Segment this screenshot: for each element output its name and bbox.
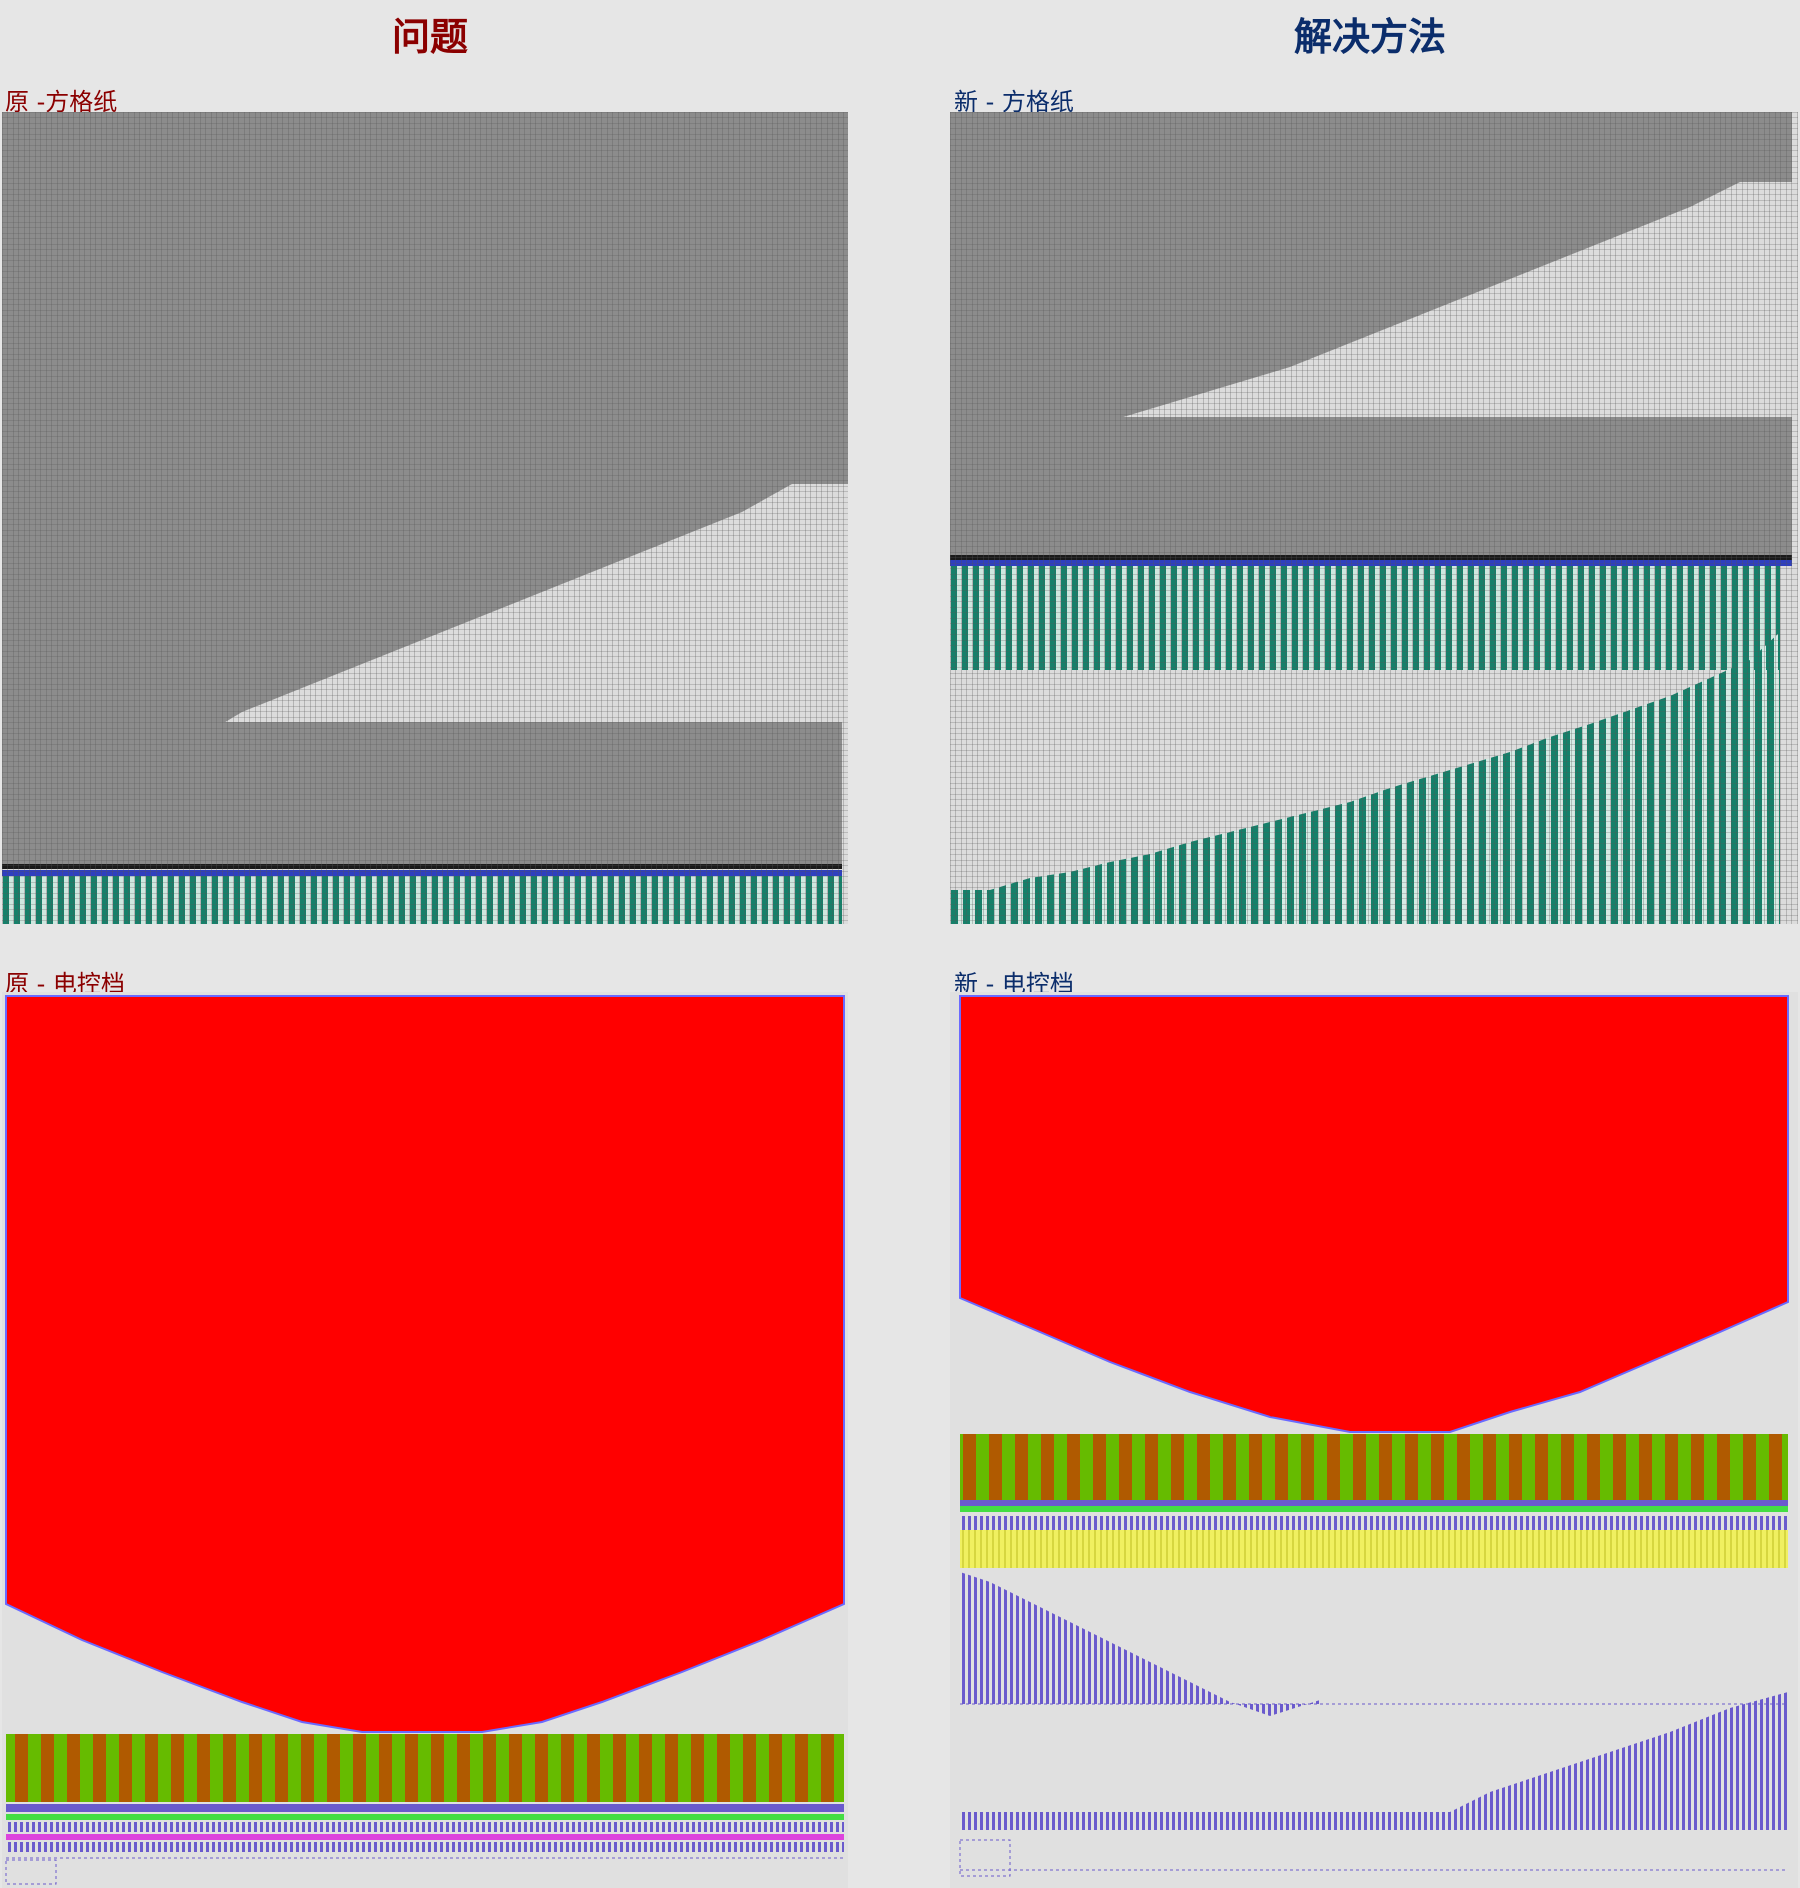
original-grid-paper <box>2 112 848 924</box>
new-control-rising-bars <box>960 1692 1788 1830</box>
new-control-descending-bars <box>960 1572 1320 1716</box>
new-grid-paper <box>950 112 1798 924</box>
original-control-file <box>2 992 848 1888</box>
problem-column-title: 问题 <box>391 15 468 59</box>
original-control-red-region <box>5 995 845 1733</box>
solution-column-title: 解决方法 <box>1293 15 1446 59</box>
new-control-red-region <box>959 995 1789 1433</box>
new-grid-label: 新 - 方格纸 <box>954 88 1074 116</box>
original-grid-label: 原 -方格纸 <box>5 88 118 116</box>
new-control-file <box>950 992 1798 1888</box>
